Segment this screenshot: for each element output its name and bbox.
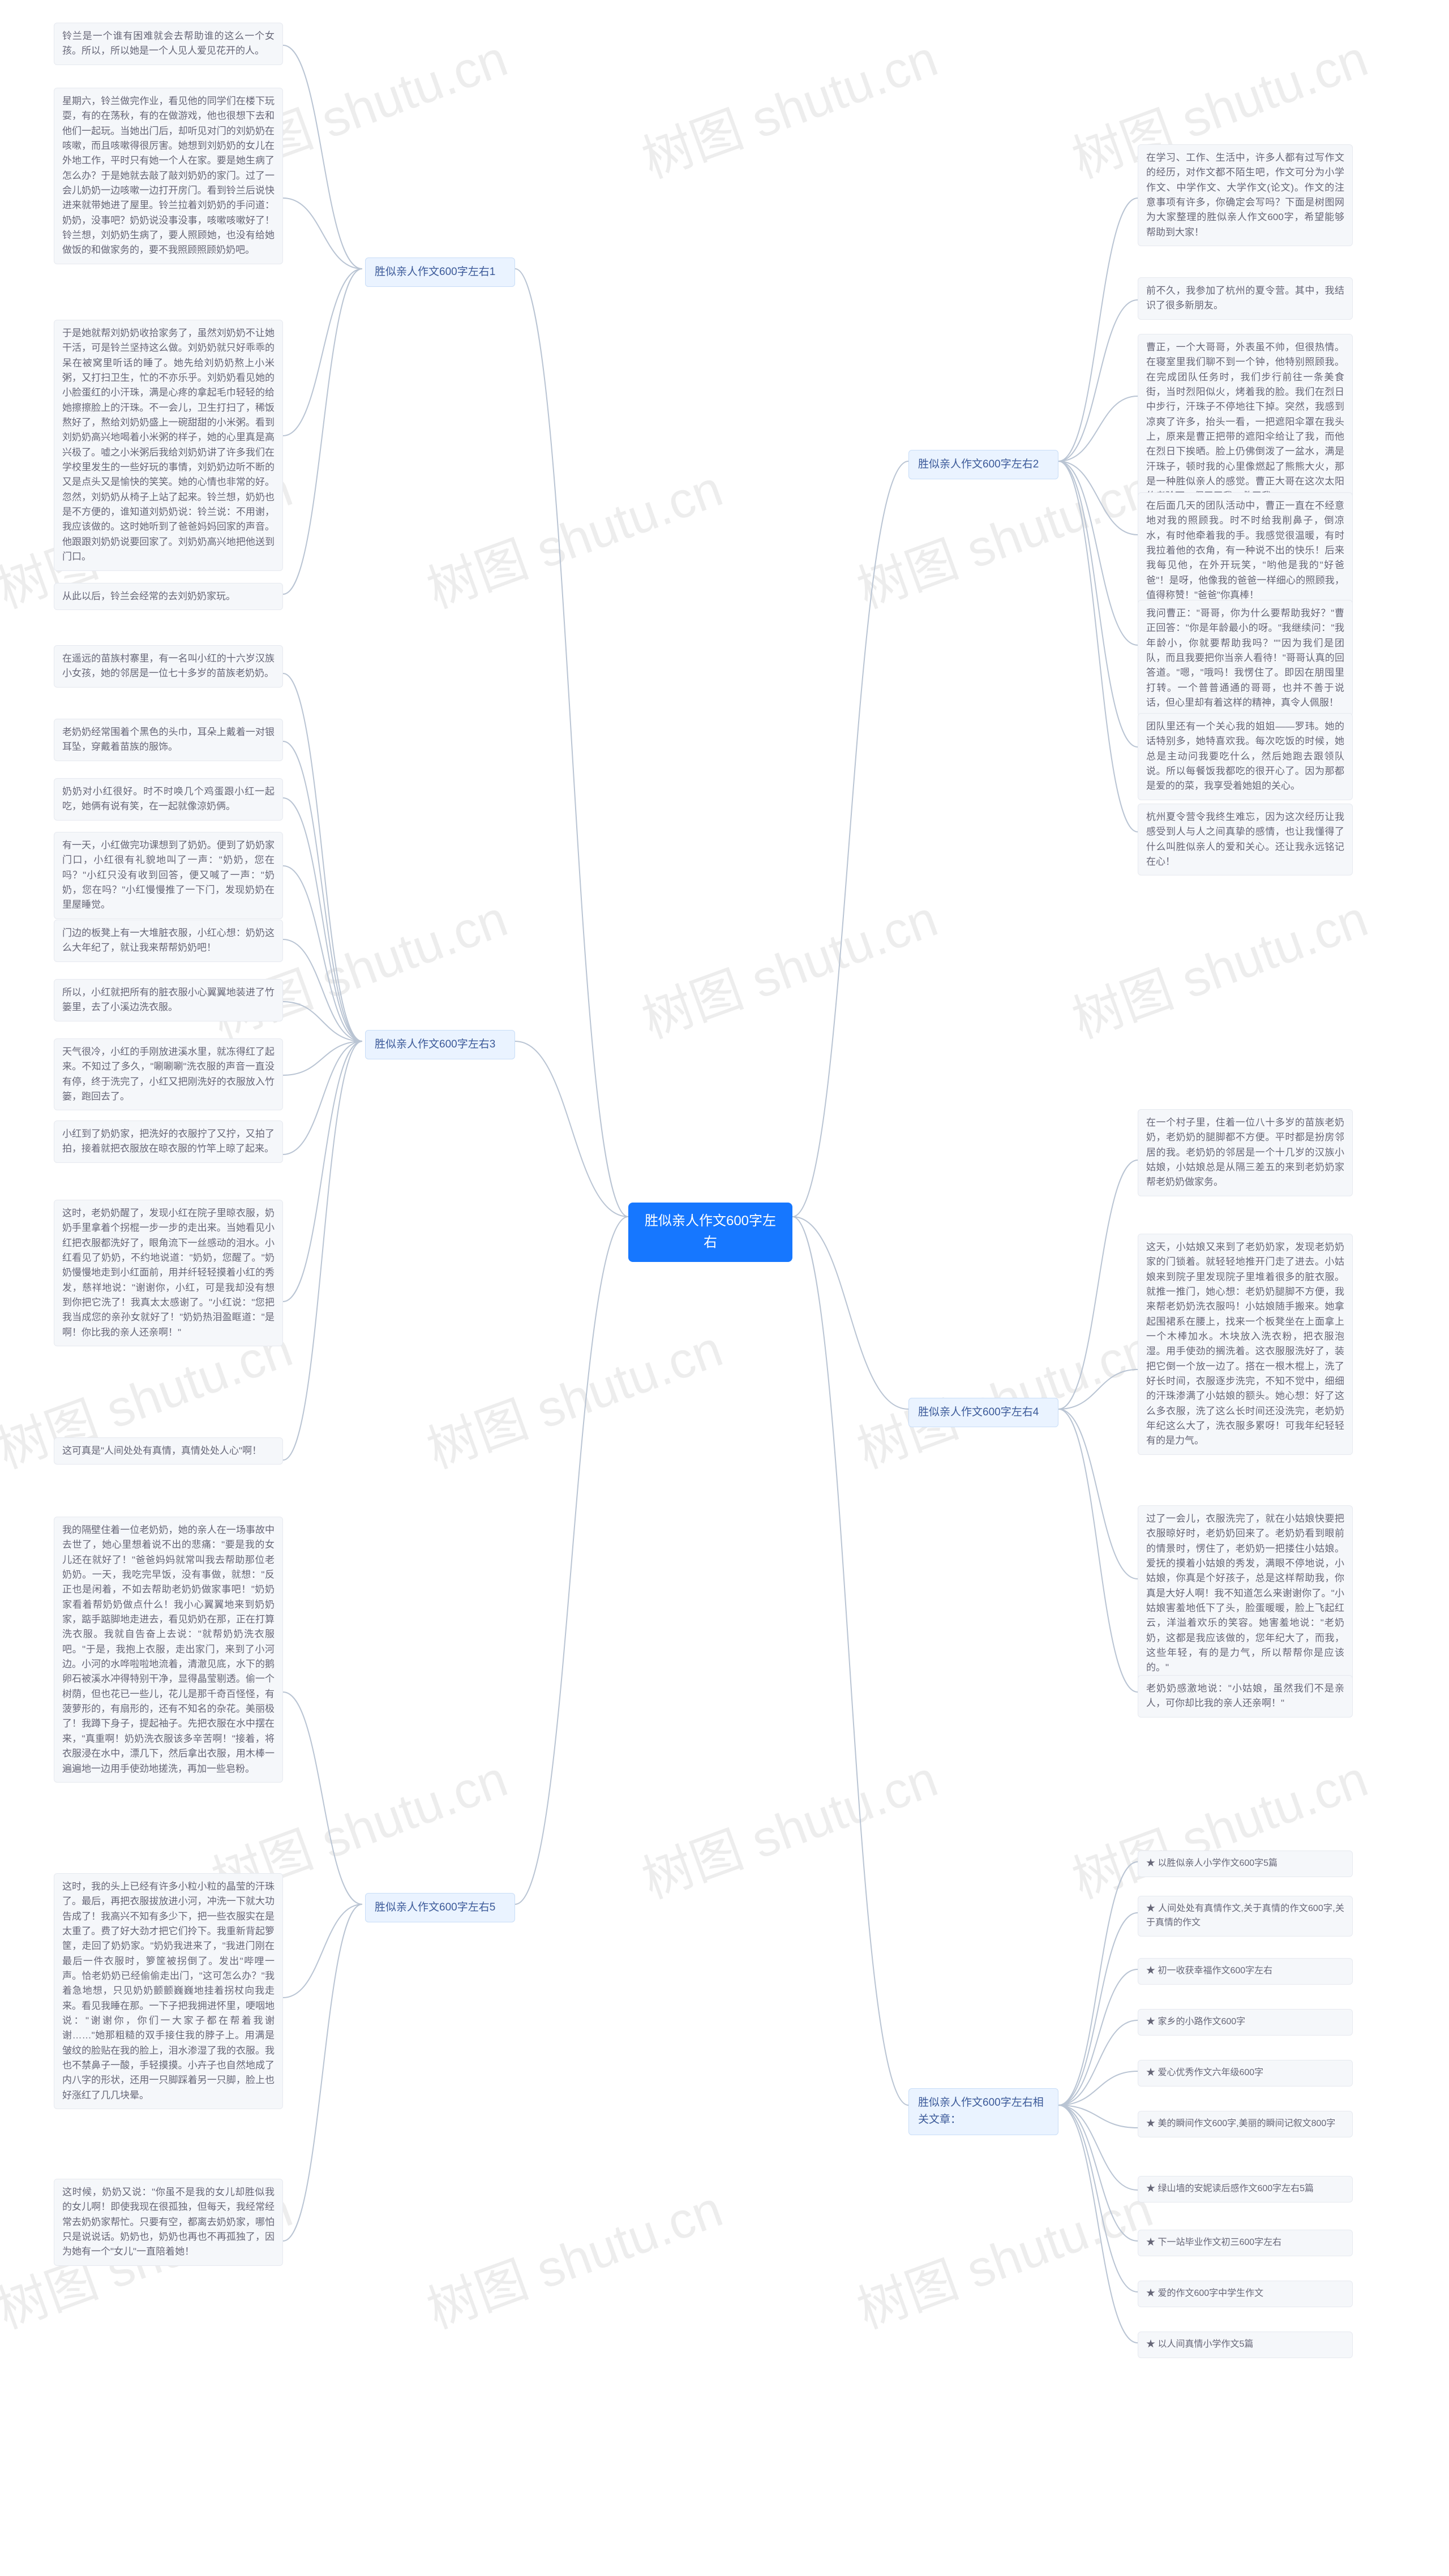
leaf-rel-0[interactable]: ★ 以胜似亲人小学作文600字5篇 <box>1138 1851 1353 1877</box>
watermark: 树图 shutu.cn <box>631 1738 946 1913</box>
branch-1[interactable]: 胜似亲人作文600字左右1 <box>365 257 515 287</box>
leaf-b2-2: 曹正，一个大哥哥，外表虽不帅，但很热情。在寝室里我们聊不到一个钟，他特别照顾我。… <box>1138 334 1353 510</box>
watermark: 树图 shutu.cn <box>631 878 946 1053</box>
leaf-b3-4: 门边的板凳上有一大堆脏衣服，小红心想：奶奶这么大年纪了，就让我来帮帮奶奶吧！ <box>54 920 283 962</box>
leaf-rel-6[interactable]: ★ 绿山墙的安妮读后感作文600字左右5篇 <box>1138 2176 1353 2203</box>
leaf-b3-1: 老奶奶经常围着个黑色的头巾，耳朵上戴着一对银耳坠，穿戴着苗族的服饰。 <box>54 719 283 761</box>
leaf-b3-7: 小红到了奶奶家，把洗好的衣服拧了又拧，又拍了拍，接着就把衣服放在晾衣服的竹竿上晾… <box>54 1120 283 1163</box>
branch-4[interactable]: 胜似亲人作文600字左右4 <box>908 1398 1058 1427</box>
leaf-b1-1: 星期六，铃兰做完作业，看见他的同学们在楼下玩耍，有的在荡秋，有的在做游戏，他也很… <box>54 88 283 264</box>
leaf-rel-9[interactable]: ★ 以人间真情小学作文5篇 <box>1138 2332 1353 2358</box>
watermark: 树图 shutu.cn <box>415 2168 731 2343</box>
watermark: 树图 shutu.cn <box>846 2168 1161 2343</box>
leaf-b2-6: 杭州夏令营令我终生难忘，因为这次经历让我感受到人与人之间真挚的感情，也让我懂得了… <box>1138 804 1353 875</box>
leaf-b2-5: 团队里还有一个关心我的姐姐——罗玮。她的话特别多，她特喜欢我。每次吃饭的时候，她… <box>1138 713 1353 800</box>
leaf-b5-0: 我的隔壁住着一位老奶奶，她的亲人在一场事故中去世了，她心里想着说不出的悲痛："要… <box>54 1517 283 1783</box>
watermark: 树图 shutu.cn <box>631 18 946 192</box>
leaf-b1-0: 铃兰是一个谁有困难就会去帮助谁的这么一个女孩。所以，所以她是一个人见人爱见花开的… <box>54 23 283 65</box>
leaf-b1-2: 于是她就帮刘奶奶收拾家务了，虽然刘奶奶不让她干活，可是铃兰坚持这么做。刘奶奶就只… <box>54 320 283 571</box>
leaf-b4-0: 在一个村子里，住着一位八十多岁的苗族老奶奶，老奶奶的腿脚都不方便。平时都是扮房邻… <box>1138 1109 1353 1196</box>
leaf-b2-0: 在学习、工作、生活中，许多人都有过写作文的经历，对作文都不陌生吧，作文可分为小学… <box>1138 144 1353 246</box>
leaf-b3-9: 这可真是"人间处处有真情，真情处处人心"啊！ <box>54 1437 283 1465</box>
branch-related[interactable]: 胜似亲人作文600字左右相关文章： <box>908 2088 1058 2135</box>
watermark: 树图 shutu.cn <box>415 448 731 622</box>
leaf-b4-1: 这天，小姑娘又来到了老奶奶家，发现老奶奶家的门锁着。就轻轻地推开门走了进去。小姑… <box>1138 1234 1353 1455</box>
leaf-b5-2: 这时候，奶奶又说："你虽不是我的女儿却胜似我的女儿啊！即使我现在很孤独，但每天，… <box>54 2179 283 2266</box>
leaf-b1-3: 从此以后，铃兰会经常的去刘奶奶家玩。 <box>54 583 283 610</box>
leaf-rel-1[interactable]: ★ 人间处处有真情作文,关于真情的作文600字,关于真情的作文 <box>1138 1896 1353 1937</box>
leaf-rel-7[interactable]: ★ 下一站毕业作文初三600字左右 <box>1138 2230 1353 2256</box>
leaf-b2-1: 前不久，我参加了杭州的夏令营。其中，我结识了很多新朋友。 <box>1138 277 1353 320</box>
watermark: 树图 shutu.cn <box>415 1308 731 1483</box>
leaf-b5-1: 这时，我的头上已经有许多小粒小粒的晶莹的汗珠了。最后，再把衣服拔放进小河，冲洗一… <box>54 1873 283 2109</box>
leaf-b4-3: 老奶奶感激地说："小姑娘，虽然我们不是亲人，可你却比我的亲人还亲啊！" <box>1138 1675 1353 1718</box>
leaf-b3-3: 有一天，小红做完功课想到了奶奶。便到了奶奶家门口，小红很有礼貌地叫了一声："奶奶… <box>54 832 283 919</box>
leaf-rel-2[interactable]: ★ 初一收获幸福作文600字左右 <box>1138 1958 1353 1985</box>
leaf-b3-0: 在遥远的苗族村寨里，有一名叫小红的十六岁汉族小女孩，她的邻居是一位七十多岁的苗族… <box>54 645 283 688</box>
watermark: 树图 shutu.cn <box>846 1308 1161 1483</box>
leaf-b2-3: 在后面几天的团队活动中，曹正一直在不经意地对我的照顾我。时不时给我削鼻子，倒凉水… <box>1138 492 1353 609</box>
leaf-b3-6: 天气很冷，小红的手刚放进溪水里，就冻得红了起来。不知过了多久，"唰唰唰"洗衣服的… <box>54 1038 283 1110</box>
leaf-b4-2: 过了一会儿，衣服洗完了，就在小姑娘快要把衣服晾好时，老奶奶回来了。老奶奶看到眼前… <box>1138 1505 1353 1682</box>
watermark: 树图 shutu.cn <box>1061 1738 1376 1913</box>
leaf-b3-2: 奶奶对小红很好。时不时唤几个鸡蛋跟小红一起吃，她俩有说有笑，在一起就像涼奶俩。 <box>54 778 283 821</box>
root-node[interactable]: 胜似亲人作文600字左右 <box>628 1203 792 1262</box>
leaf-rel-3[interactable]: ★ 家乡的小路作文600字 <box>1138 2009 1353 2036</box>
branch-2[interactable]: 胜似亲人作文600字左右2 <box>908 450 1058 479</box>
leaf-rel-8[interactable]: ★ 爱的作文600字中学生作文 <box>1138 2281 1353 2307</box>
leaf-rel-4[interactable]: ★ 爱心优秀作文六年级600字 <box>1138 2060 1353 2086</box>
leaf-b3-8: 这时，老奶奶醒了，发现小红在院子里晾衣服，奶奶手里拿着个拐棍一步一步的走出来。当… <box>54 1200 283 1346</box>
leaf-b3-5: 所以，小红就把所有的脏衣服小心翼翼地装进了竹篓里，去了小溪边洗衣服。 <box>54 979 283 1021</box>
leaf-b2-4: 我问曹正："哥哥，你为什么要帮助我好？"曹正回答："你是年龄最小的呀。"我继续问… <box>1138 600 1353 716</box>
leaf-rel-5[interactable]: ★ 美的瞬间作文600字,美丽的瞬间记叙文800字 <box>1138 2111 1353 2137</box>
branch-5[interactable]: 胜似亲人作文600字左右5 <box>365 1893 515 1922</box>
branch-3[interactable]: 胜似亲人作文600字左右3 <box>365 1030 515 1059</box>
watermark: 树图 shutu.cn <box>1061 878 1376 1053</box>
